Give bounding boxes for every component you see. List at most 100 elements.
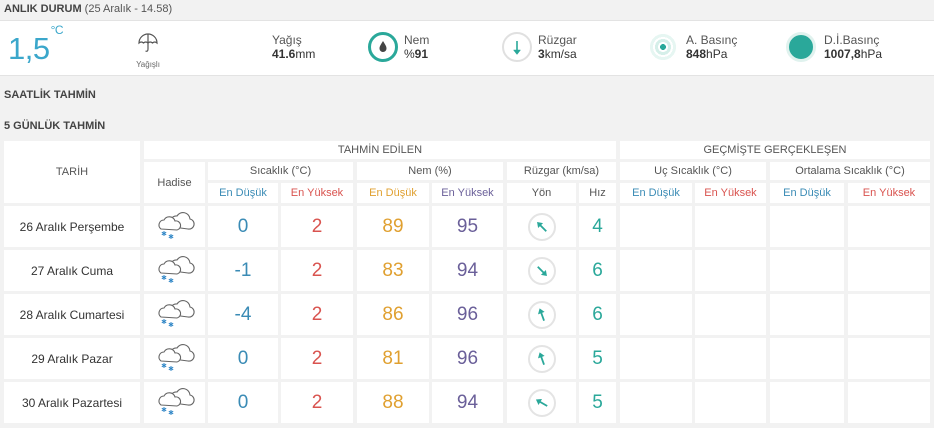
row-wind-speed: 5 [579, 338, 616, 379]
snow-cloud-icon [155, 383, 195, 422]
date-header: TARİH [4, 141, 140, 203]
row-average-min [770, 382, 844, 423]
row-extreme-max [695, 294, 766, 335]
precipitation-label: Yağış [272, 33, 302, 47]
snow-cloud-icon [155, 207, 195, 246]
row-event [144, 382, 205, 423]
row-average-max [848, 250, 930, 291]
extreme-max-header: En Yüksek [695, 183, 766, 203]
row-wind-direction [507, 382, 576, 423]
row-average-max [848, 338, 930, 379]
pressure-label: A. Basınç [686, 33, 738, 47]
row-temp-min: 0 [208, 206, 278, 247]
snow-cloud-icon [155, 251, 195, 290]
row-temp-max: 2 [281, 250, 353, 291]
temp-max-header: En Yüksek [281, 183, 353, 203]
pressure-icon [648, 32, 678, 62]
row-humidity-min: 83 [357, 250, 429, 291]
row-average-max [848, 206, 930, 247]
row-event [144, 294, 205, 335]
humidity-stat: Nem %91 [404, 33, 429, 62]
wind-direction-icon [527, 256, 556, 285]
row-temp-max: 2 [281, 338, 353, 379]
row-temp-min: -4 [208, 294, 278, 335]
pressure-value: 848 [686, 47, 707, 61]
row-wind-speed: 5 [579, 382, 616, 423]
row-date: 26 Aralık Perşembe [4, 206, 140, 247]
pressure-stat: A. Basınç 848hPa [686, 33, 737, 62]
sea-pressure-value: 1007,8 [824, 47, 861, 61]
temp-min-header: En Düşük [208, 183, 278, 203]
row-humidity-min: 89 [357, 206, 429, 247]
row-event [144, 206, 205, 247]
humidity-min-header: En Düşük [357, 183, 429, 203]
row-date: 30 Aralık Pazartesi [4, 382, 140, 423]
row-temp-max: 2 [281, 294, 353, 335]
wind-direction-header: Yön [507, 183, 576, 203]
wind-header: Rüzgar (km/sa) [507, 162, 616, 180]
temperature-header: Sıcaklık (°C) [208, 162, 353, 180]
row-humidity-min: 88 [357, 382, 429, 423]
current-condition: Yağışlı [132, 32, 164, 69]
wind-label: Rüzgar [538, 33, 577, 47]
wind-speed-header: Hız [579, 183, 616, 203]
row-wind-speed: 4 [579, 206, 616, 247]
current-temperature-value: 1,5 [8, 31, 50, 66]
wind-direction-icon [527, 300, 556, 329]
row-temp-max: 2 [281, 382, 353, 423]
row-date: 29 Aralık Pazar [4, 338, 140, 379]
wind-direction-icon [527, 344, 556, 373]
row-date: 27 Aralık Cuma [4, 250, 140, 291]
row-average-min [770, 294, 844, 335]
humidity-value: 91 [414, 47, 429, 61]
sea-pressure-icon [786, 32, 816, 62]
current-conditions-panel: 1,5°C Yağışlı Yağış 41.6mm Nem %91 Rüzga… [0, 20, 934, 76]
row-extreme-max [695, 206, 766, 247]
row-humidity-min: 81 [357, 338, 429, 379]
current-status-label: ANLIK DURUM [4, 3, 82, 15]
daily-forecast-heading: 5 GÜNLÜK TAHMİN [4, 120, 106, 132]
wind-direction-icon [527, 388, 556, 417]
row-extreme-max [695, 338, 766, 379]
humidity-max-header: En Yüksek [432, 183, 503, 203]
row-temp-min: 0 [208, 338, 278, 379]
humidity-label: Nem [404, 33, 430, 47]
row-extreme-min [620, 206, 692, 247]
row-extreme-max [695, 382, 766, 423]
row-event [144, 250, 205, 291]
umbrella-icon [138, 33, 158, 52]
row-extreme-min [620, 338, 692, 379]
sea-pressure-stat: D.İ.Basınç 1007,8hPa [824, 33, 882, 62]
row-extreme-min [620, 382, 692, 423]
current-status-timestamp: (25 Aralık - 14.58) [84, 3, 173, 15]
row-humidity-max: 94 [432, 250, 503, 291]
row-humidity-max: 94 [432, 382, 503, 423]
sea-pressure-unit: hPa [860, 47, 883, 61]
row-average-max [848, 294, 930, 335]
average-max-header: En Yüksek [848, 183, 930, 203]
row-average-min [770, 338, 844, 379]
row-wind-direction [507, 294, 576, 335]
wind-stat: Rüzgar 3km/sa [538, 33, 577, 62]
row-extreme-min [620, 250, 692, 291]
precipitation-unit: mm [295, 47, 316, 61]
row-temp-max: 2 [281, 206, 353, 247]
forecast-header: TAHMİN EDİLEN [144, 141, 616, 159]
extreme-min-header: En Düşük [620, 183, 692, 203]
row-extreme-max [695, 250, 766, 291]
row-extreme-min [620, 294, 692, 335]
row-temp-min: 0 [208, 382, 278, 423]
current-temperature-unit: °C [50, 22, 64, 37]
extreme-temperature-header: Uç Sıcaklık (°C) [620, 162, 766, 180]
row-wind-direction [507, 250, 576, 291]
wind-direction-icon [527, 212, 556, 241]
snow-cloud-icon [155, 295, 195, 334]
precipitation-stat: Yağış 41.6mm [272, 33, 315, 62]
snow-cloud-icon [155, 339, 195, 378]
row-humidity-min: 86 [357, 294, 429, 335]
wind-unit: km/sa [544, 47, 577, 61]
drop-icon [368, 32, 398, 62]
humidity-header: Nem (%) [357, 162, 503, 180]
current-temperature: 1,5°C [8, 23, 64, 67]
hourly-forecast-heading[interactable]: SAATLİK TAHMİN [4, 89, 96, 101]
